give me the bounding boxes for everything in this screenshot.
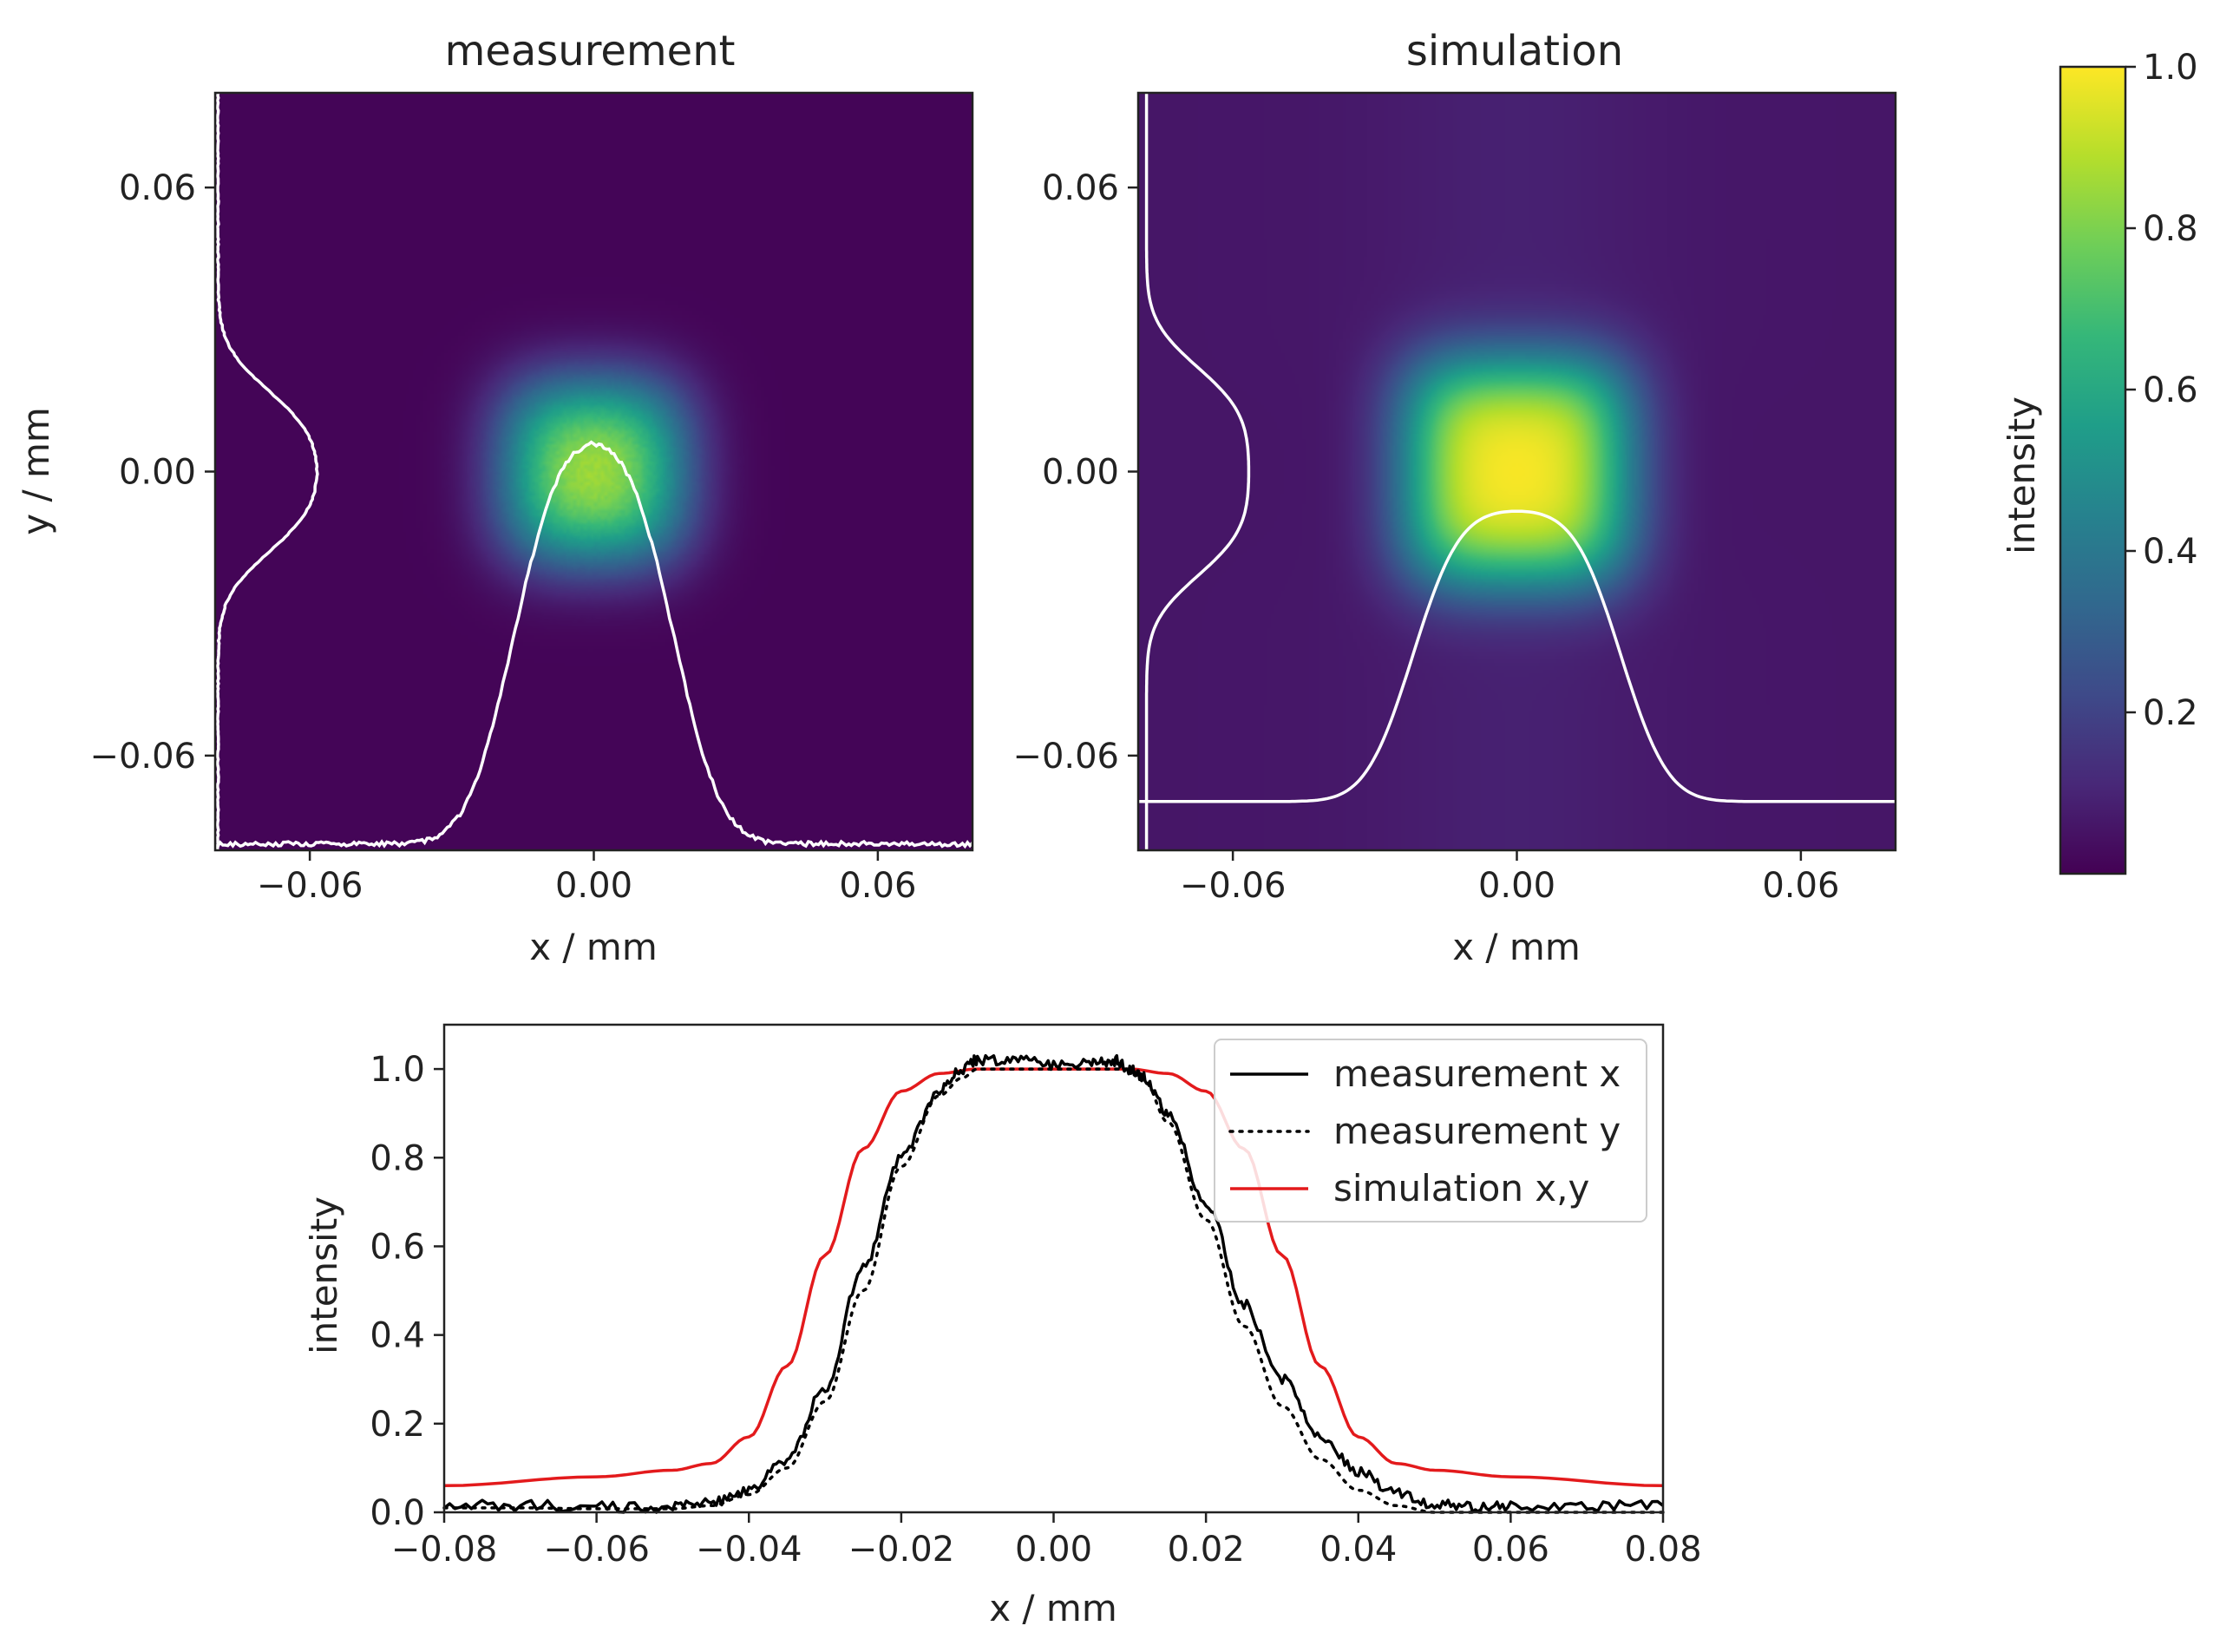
measurement-ylabel: y / mm [15,407,57,535]
colorbar-tick-label: 0.6 [2143,370,2198,410]
y-tick-label: 1.0 [370,1050,425,1090]
y-tick-label: 0.8 [370,1138,425,1178]
x-tick-label: −0.04 [696,1530,802,1570]
colorbar-tick-label: 0.4 [2143,532,2198,572]
legend-label-measurement-y: measurement y [1333,1110,1621,1152]
colorbar-label: intensity [2001,397,2043,554]
simulation-title: simulation [1406,27,1623,75]
measurement-title: measurement [445,27,736,75]
y-tick-label: −0.06 [89,737,196,777]
intensity-profile-line-chart: −0.08 −0.06 −0.04 −0.02 0.00 0.02 0.04 0.06 0.08… [303,1025,1702,1629]
simulation-xlabel: x / mm [1452,926,1581,968]
y-tick-label: 0.06 [119,168,196,208]
line-chart-ylabel: intensity [303,1196,345,1354]
line-chart-legend: measurement x measurement y simulation x… [1215,1039,1647,1222]
simulation-heatmap-panel: simulation −0.06 0.00 0.06 0.06 0.00 −0.06 x … [1012,27,1896,968]
measurement-heatmap-image [215,93,972,850]
colorbar-tick-label: 0.8 [2143,209,2198,249]
measurement-heatmap-panel: measurement −0.06 0.00 0.06 0.06 0.00 −0.06 x… [15,27,972,968]
colorbar-tick-label: 1.0 [2143,48,2198,88]
x-tick-label: 0.04 [1320,1530,1397,1570]
colorbar-gradient [2060,67,2125,874]
x-tick-label: −0.02 [848,1530,955,1570]
x-tick-label: −0.06 [1180,866,1287,906]
y-tick-label: 0.0 [370,1493,425,1533]
line-chart-xlabel: x / mm [989,1587,1117,1629]
legend-label-measurement-x: measurement x [1333,1052,1621,1095]
figure: measurement −0.06 0.00 0.06 0.06 0.00 −0.06 x… [0,0,2233,1652]
x-tick-label: 0.06 [1472,1530,1549,1570]
y-tick-label: −0.06 [1012,737,1119,777]
x-tick-label: 0.00 [555,866,632,906]
y-tick-label: 0.00 [119,453,196,493]
x-tick-label: −0.06 [257,866,363,906]
colorbar: 0.2 0.4 0.6 0.8 1.0 intensity [2001,48,2198,874]
y-tick-label: 0.4 [370,1316,425,1356]
x-tick-label: 0.00 [1478,866,1555,906]
x-tick-label: 0.06 [839,866,916,906]
y-tick-label: 0.00 [1042,453,1119,493]
x-tick-label: 0.02 [1168,1530,1245,1570]
x-tick-label: −0.08 [391,1530,498,1570]
legend-label-simulation: simulation x,y [1333,1167,1589,1210]
colorbar-ticks: 0.2 0.4 0.6 0.8 1.0 [2125,48,2198,733]
y-tick-label: 0.2 [370,1405,425,1445]
measurement-xlabel: x / mm [529,926,658,968]
x-tick-label: 0.06 [1762,866,1839,906]
x-tick-label: 0.00 [1015,1530,1092,1570]
x-tick-label: −0.06 [543,1530,650,1570]
y-tick-label: 0.6 [370,1227,425,1267]
x-tick-label: 0.08 [1624,1530,1701,1570]
simulation-heatmap-image [1138,93,1896,850]
colorbar-tick-label: 0.2 [2143,693,2198,733]
y-tick-label: 0.06 [1042,168,1119,208]
